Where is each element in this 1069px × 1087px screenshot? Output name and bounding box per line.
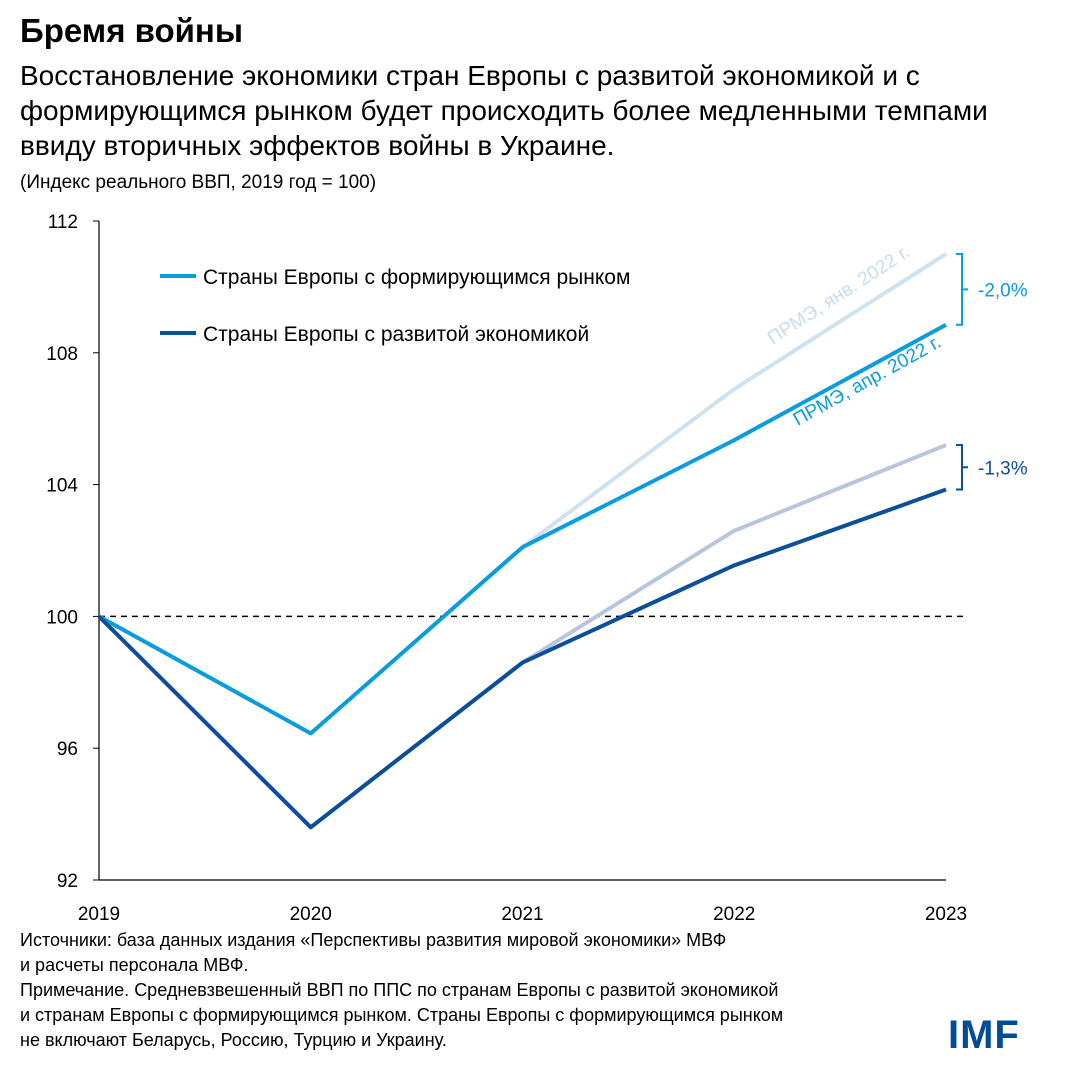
legend-label-advanced: Страны Европы с развитой экономикой [203,323,589,346]
y-tick-label: 104 [46,476,78,497]
y-axis-label: (Индекс реального ВВП, 2019 год = 100) [20,172,377,193]
series-line-2 [97,443,947,830]
note-line: Источники: база данных издания «Перспект… [20,930,727,950]
difference-label: -2,0% [978,280,1028,301]
chart-title: Бремя войны [20,12,244,49]
line-chart: 92 96 100 104 108 112 2019 2020 2021 2022 2023 Стр… [46,212,1028,925]
y-tick-label: 100 [46,607,78,628]
note-line: не включают Беларусь, Россию, Турцию и У… [20,1030,447,1050]
y-tick-label: 108 [46,344,78,365]
series-line-3 [97,487,947,830]
legend-label-emerging: Страны Европы с формирующимся рынком [203,266,630,289]
imf-logo: IMF [948,1013,1020,1057]
difference-bracket [956,252,968,326]
x-tick-label: 2023 [925,904,967,925]
series-label-emerging-apr: ПРМЭ, апр. 2022 г. [790,332,945,431]
note-line: Примечание. Средневзвешенный ВВП по ППС … [20,980,779,1000]
y-tick-label: 112 [48,212,78,233]
difference-bracket [956,444,968,491]
note-line: и странам Европы с формирующимся рынком.… [20,1005,784,1025]
chart-subtitle: Восстановление экономики стран Европы с … [20,60,988,161]
series-label-emerging-jan: ПРМЭ, янв. 2022 г. [764,242,914,349]
y-tick-label: 92 [57,871,78,892]
difference-label: -1,3% [978,458,1028,479]
x-tick-label: 2022 [713,904,755,925]
x-tick-label: 2021 [501,904,543,925]
series-line-1 [98,323,947,736]
x-tick-label: 2019 [78,904,120,925]
x-tick-label: 2020 [290,904,332,925]
note-line: и расчеты персонала МВФ. [20,955,249,975]
source-notes: Источники: база данных издания «Перспект… [20,928,783,1053]
y-tick-label: 96 [57,739,78,760]
